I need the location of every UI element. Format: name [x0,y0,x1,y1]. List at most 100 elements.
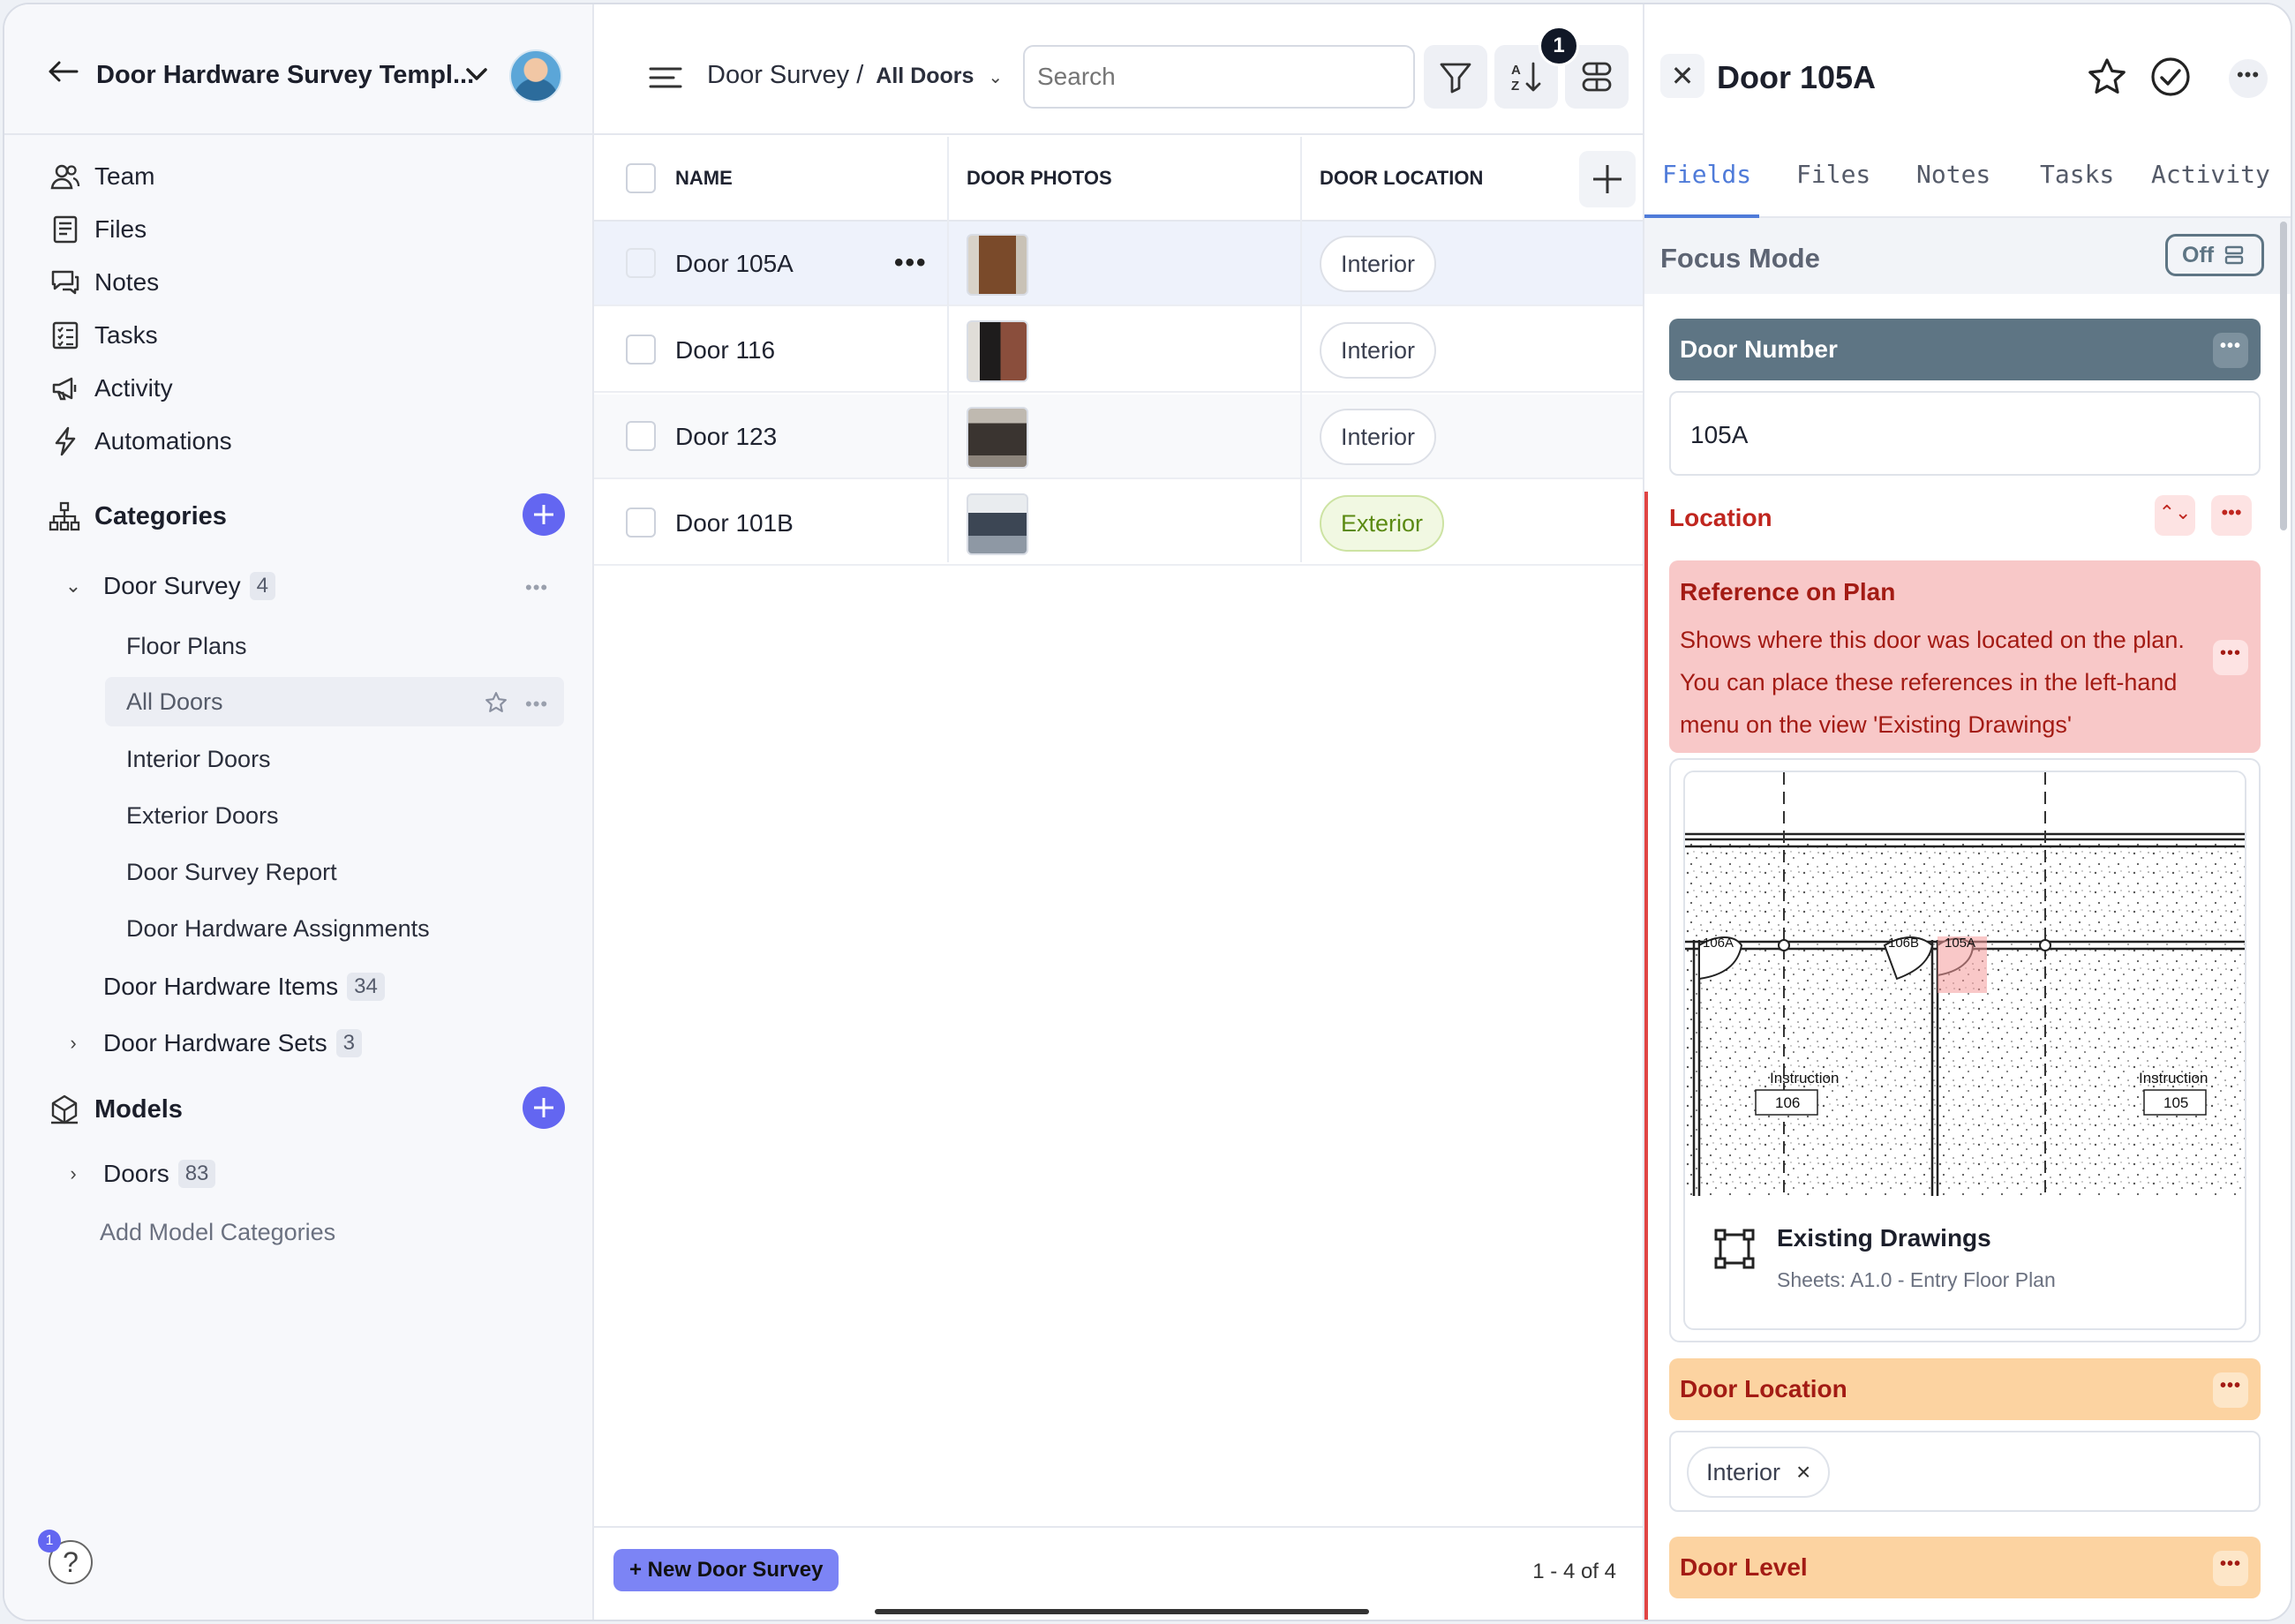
team-icon [50,164,80,190]
new-door-survey-button[interactable]: + New Door Survey [613,1549,839,1591]
tab-fields[interactable]: Fields [1662,160,1752,189]
tab-files[interactable]: Files [1796,160,1871,189]
tree-item-door-hardware-items[interactable]: Door Hardware Items 34 [61,963,385,1011]
chevron-down-icon[interactable]: ⌄ [988,68,1004,87]
add-category-button[interactable] [523,493,565,536]
location-section-rule [1644,492,1648,1620]
breadcrumb-current[interactable]: All Doors [876,64,974,88]
more-icon[interactable]: ••• [2213,1372,2248,1408]
row-checkbox[interactable] [626,335,656,365]
tab-tasks[interactable]: Tasks [2040,160,2115,189]
tree-item-door-hardware-sets[interactable]: › Door Hardware Sets 3 [61,1019,363,1067]
view-door-hardware-assignments[interactable]: Door Hardware Assignments [126,914,430,942]
menu-icon[interactable] [649,66,682,89]
close-icon[interactable]: × [1796,1458,1811,1485]
sidebar-item-automations[interactable]: Automations [50,419,232,463]
view-all-doors[interactable]: All Doors [126,688,223,715]
complete-check-icon[interactable] [2149,56,2192,98]
close-icon: ✕ [1670,60,1695,92]
column-header-name[interactable]: NAME [675,137,940,222]
more-icon[interactable]: ••• [2211,495,2252,536]
breadcrumb-parent[interactable]: Door Survey / [707,61,864,89]
row-name: Door 105A [675,250,794,277]
collapse-toggle-icon[interactable]: ⌃⌄ [2155,495,2195,536]
location-chip[interactable]: Interior × [1687,1447,1831,1498]
more-icon[interactable]: ••• [525,576,549,598]
tab-notes[interactable]: Notes [1916,160,1991,189]
close-button[interactable]: ✕ [1660,54,1704,98]
vertical-scrollbar[interactable] [2280,222,2287,530]
tree-item-door-survey[interactable]: ⌄ Door Survey 4 [61,562,275,610]
sidebar-item-activity[interactable]: Activity [50,366,173,410]
more-options-button[interactable]: ••• [2229,59,2268,98]
tree-item-label: Doors [103,1160,169,1187]
tree-item-doors[interactable]: › Doors 83 [61,1150,216,1198]
sidebar-item-team[interactable]: Team [50,154,154,199]
more-icon[interactable]: ••• [525,693,549,715]
table-row[interactable]: Door 105A ••• Interior [594,222,1643,306]
workspace-title[interactable]: Door Hardware Survey Templ... [96,61,475,89]
plan-reference-card[interactable]: 106A 106B 105A Instruction 106 Instructi… [1669,758,2261,1342]
view-floor-plans[interactable]: Floor Plans [126,632,247,659]
row-checkbox[interactable] [626,421,656,451]
avatar[interactable] [509,49,562,102]
focus-mode-toggle[interactable]: Off [2165,234,2264,276]
count-badge: 83 [177,1160,216,1188]
row-checkbox[interactable] [626,248,656,278]
add-model-button[interactable] [523,1086,565,1129]
crop-frame-icon [1714,1229,1755,1269]
door-number-value: 105A [1690,421,1749,448]
row-name: Door 116 [675,336,776,364]
select-all-checkbox[interactable] [626,163,656,193]
plan-label: Instruction [2139,1070,2208,1086]
more-icon[interactable]: ••• [2213,333,2248,368]
view-door-survey-report[interactable]: Door Survey Report [126,858,337,885]
floor-plan-drawing[interactable]: 106A 106B 105A Instruction 106 Instructi… [1685,772,2246,1196]
tree-item-label: Door Survey [103,572,241,599]
sidebar-item-label: Files [94,215,147,243]
row-more-icon[interactable]: ••• [894,248,928,277]
chevron-right-icon[interactable]: › [70,1162,77,1184]
sidebar-item-label: Notes [94,268,160,296]
notification-badge: 1 [1539,26,1579,66]
row-name: Door 123 [675,423,778,450]
add-model-categories-link[interactable]: Add Model Categories [100,1218,336,1245]
chevron-right-icon[interactable]: › [70,1032,77,1054]
door-location-field[interactable]: Interior × [1669,1431,2261,1512]
table-row[interactable]: Door 123 Interior [594,395,1643,479]
chevron-down-icon[interactable]: ⌄ [64,575,82,597]
door-photo-thumbnail[interactable] [967,493,1028,555]
view-exterior-doors[interactable]: Exterior Doors [126,801,279,829]
door-number-field[interactable]: 105A [1669,391,2261,476]
door-photo-thumbnail[interactable] [967,320,1028,382]
chevron-down-icon[interactable] [465,66,488,82]
drawing-title: Existing Drawings [1777,1224,1991,1252]
table-row[interactable]: Door 101B Exterior [594,481,1643,566]
add-column-button[interactable] [1579,151,1636,207]
column-divider [947,137,949,562]
star-icon[interactable] [2086,56,2128,98]
more-icon[interactable]: ••• [2213,640,2248,675]
view-interior-doors[interactable]: Interior Doors [126,745,271,772]
row-checkbox[interactable] [626,508,656,538]
column-header-door-location[interactable]: DOOR LOCATION [1320,137,1567,222]
table-header-bar: Door Survey / All Doors ⌄ AZ 1 [594,4,1643,135]
reference-description: Shows where this door was located on the… [1680,627,2185,738]
door-photo-thumbnail[interactable] [967,234,1028,296]
search-input[interactable] [1023,45,1415,109]
plan-label: 105 [2163,1094,2188,1111]
sidebar-item-notes[interactable]: Notes [50,260,159,304]
column-header-door-photos[interactable]: DOOR PHOTOS [967,137,1302,222]
door-photo-thumbnail[interactable] [967,407,1028,469]
star-icon[interactable] [485,691,508,714]
field-header-door-number: Door Number ••• [1669,319,2261,380]
sidebar: Door Hardware Survey Templ... Team Files… [4,4,594,1620]
sidebar-item-files[interactable]: Files [50,207,147,252]
table-row[interactable]: Door 116 Interior [594,308,1643,393]
horizontal-scrollbar[interactable] [875,1609,1369,1614]
tab-activity[interactable]: Activity [2151,160,2270,189]
filter-button[interactable] [1424,45,1487,109]
sidebar-item-tasks[interactable]: Tasks [50,313,158,357]
back-arrow-icon[interactable] [47,61,79,82]
more-icon[interactable]: ••• [2213,1551,2248,1586]
